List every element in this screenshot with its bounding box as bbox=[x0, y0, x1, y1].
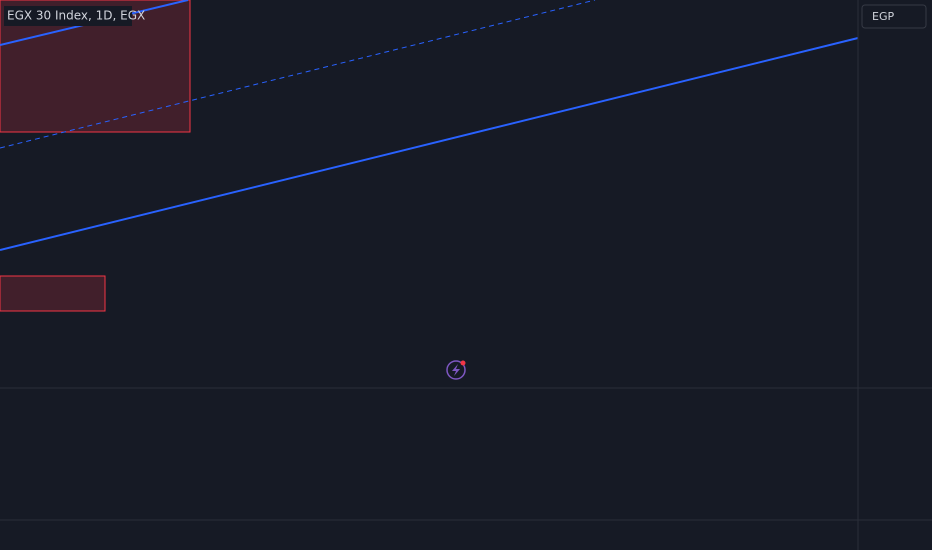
icon bbox=[460, 360, 466, 366]
drawing-rectangle[interactable] bbox=[0, 275, 106, 312]
chart-title: EGX 30 Index, 1D, EGX bbox=[7, 9, 145, 23]
title-bg bbox=[4, 6, 132, 26]
trend-line[interactable] bbox=[0, 0, 596, 149]
replay-icon[interactable] bbox=[446, 360, 466, 380]
icon bbox=[452, 364, 460, 376]
currency: EGP bbox=[872, 10, 894, 23]
currency-button[interactable] bbox=[861, 4, 927, 29]
trend-line[interactable] bbox=[0, 37, 859, 251]
